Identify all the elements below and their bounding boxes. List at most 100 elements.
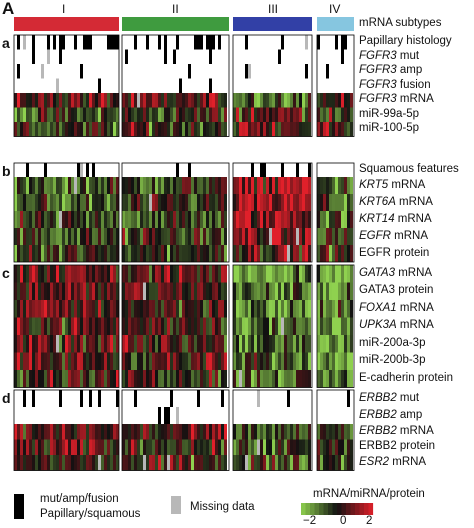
heat-cell [110,228,113,245]
heat-cell [128,370,131,388]
heat-cell [179,300,182,318]
heat-cell [263,107,266,122]
heat-cell [125,194,128,211]
heat-cell [170,455,173,471]
legend-scale-step [337,503,342,515]
binary-cell [17,64,20,79]
heat-cell [326,265,329,283]
heat-cell [239,335,242,353]
heat-cell [281,335,284,353]
heat-cell [344,211,347,228]
heat-cell [281,282,284,300]
heat-cell [26,107,29,122]
binary-cell [209,35,212,50]
heat-cell [194,122,197,137]
binary-row-bg [317,64,354,79]
heat-cell [116,352,119,370]
heat-cell [17,265,20,283]
heat-cell [299,317,302,335]
heat-cell [272,439,275,455]
heat-cell [89,177,92,194]
binary-cell [218,35,221,50]
heat-cell [203,370,206,388]
heat-cell [248,122,251,137]
heat-cell [254,455,257,471]
heat-cell [17,455,20,471]
heat-cell [281,177,284,194]
heat-cell [266,335,269,353]
heat-cell [224,122,227,137]
heat-cell [71,439,74,455]
heat-cell [80,211,83,228]
heat-cell [209,122,212,137]
heat-cell [287,122,290,137]
legend-gray-swatch [171,496,181,514]
heat-cell [86,455,89,471]
heat-cell [338,107,341,122]
heat-cell [326,194,329,211]
heat-cell [302,177,305,194]
heat-cell [209,352,212,370]
heat-cell [110,455,113,471]
heat-cell [101,282,104,300]
panel-letter-c: c [2,265,10,281]
heat-cell [20,177,23,194]
heat-cell [263,300,266,318]
row-label-text: mRNA [396,424,434,437]
heat-cell [341,455,344,471]
heat-cell [275,282,278,300]
heat-cell [107,245,110,262]
heat-cell [53,282,56,300]
heat-cell [212,300,215,318]
heat-cell [17,300,20,318]
heat-cell [236,335,239,353]
heat-cell [236,228,239,245]
heat-cell [116,228,119,245]
heat-cell [77,245,80,262]
heat-cell [74,370,77,388]
heat-cell [206,177,209,194]
legend-tick-low: −2 [303,515,317,527]
binary-cell [158,407,161,424]
heat-cell [299,424,302,440]
heat-cell [173,245,176,262]
heat-cell [341,335,344,353]
row-label: FGFR3 mut [359,50,419,63]
heat-cell [170,439,173,455]
heat-cell [161,93,164,108]
heat-cell [287,93,290,108]
heat-cell [161,177,164,194]
heat-cell [110,245,113,262]
heat-cell [122,439,125,455]
heat-cell [83,439,86,455]
heat-cell [329,194,332,211]
heat-cell [329,265,332,283]
heat-cell [332,107,335,122]
heat-cell [20,370,23,388]
heat-cell [338,122,341,137]
heat-cell [302,228,305,245]
heat-cell [263,93,266,108]
heat-cell [14,300,17,318]
heat-cell [275,93,278,108]
row-label-text: miR-99a-5p [359,107,420,120]
heat-cell [107,317,110,335]
missing-cell [143,282,146,300]
heat-cell [140,265,143,283]
heat-cell [275,194,278,211]
missing-cell [59,211,62,228]
heat-cell [215,211,218,228]
heat-cell [293,265,296,283]
heat-cell [266,424,269,440]
heat-cell [128,122,131,137]
heat-cell [251,194,254,211]
heat-cell [350,455,353,471]
heat-cell [182,317,185,335]
heat-cell [317,439,320,455]
heat-cell [89,228,92,245]
heat-cell [122,194,125,211]
heat-cell [347,122,350,137]
heat-cell [263,211,266,228]
heat-cell [260,300,263,318]
heat-cell [14,370,17,388]
